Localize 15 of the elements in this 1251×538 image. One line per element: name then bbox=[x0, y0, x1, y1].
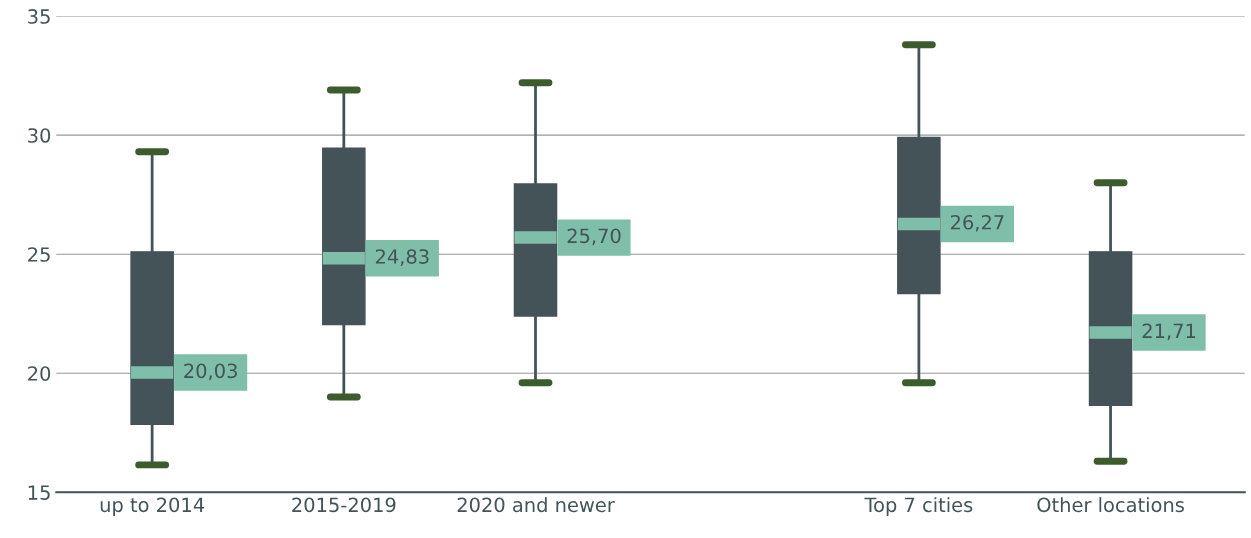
y-tick-label: 30 bbox=[28, 128, 51, 143]
text: 25,70 bbox=[567, 228, 621, 246]
text: 24,83 bbox=[375, 249, 429, 266]
y-tick-label: 35 bbox=[28, 9, 50, 24]
x-tick-label: 2020 and newer bbox=[457, 497, 615, 513]
x-tick-label: up to 2014 bbox=[100, 497, 205, 516]
text: 26,27 bbox=[950, 214, 1004, 232]
x-tick-label: 2015-2019 bbox=[292, 497, 396, 513]
y-tick-label: 20 bbox=[28, 366, 51, 381]
text: 20,03 bbox=[184, 363, 237, 381]
x-tick-label: Top 7 cities bbox=[864, 497, 973, 516]
y-tick-label: 25 bbox=[28, 247, 50, 262]
x-tick-label: Other locations bbox=[1037, 497, 1184, 513]
text: 21,71 bbox=[1142, 323, 1196, 341]
y-tick-label: 15 bbox=[28, 485, 50, 500]
